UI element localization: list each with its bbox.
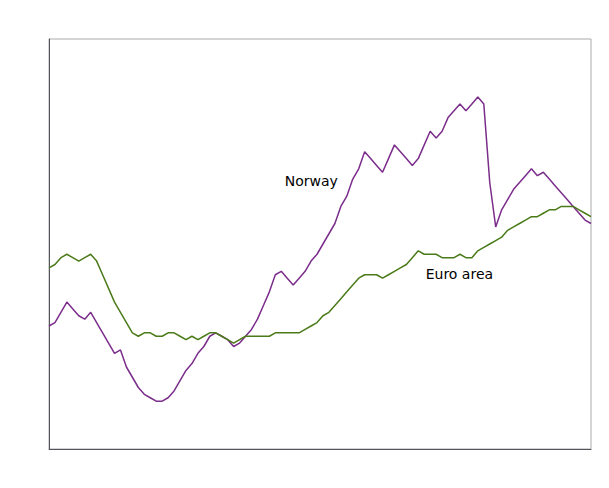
svg-text:Norway: Norway [285,173,338,189]
svg-text:Euro area: Euro area [426,266,493,282]
